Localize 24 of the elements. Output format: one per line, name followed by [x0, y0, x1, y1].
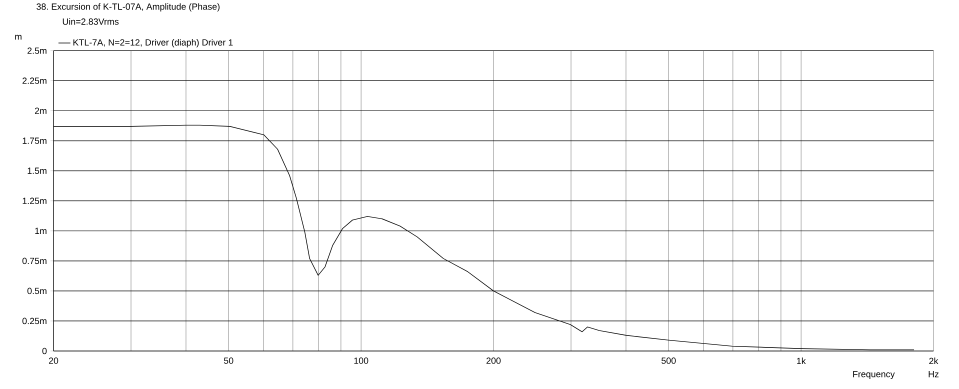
y-tick-label: 0.75m	[22, 258, 46, 264]
x-tick-label: 200	[486, 358, 501, 364]
text: Hz	[928, 371, 939, 378]
y-tick-label: 0	[42, 348, 47, 354]
x-axis-title: Frequency	[853, 371, 895, 380]
chart-title: 38. Excursion of K-TL-07A, Amplitude (Phase)	[36, 3, 220, 12]
x-tick-label: 500	[662, 358, 676, 364]
y-tick-label: 1m	[35, 228, 46, 234]
y-tick-label: 2.25m	[22, 78, 46, 84]
y-tick-label: 1.25m	[22, 198, 46, 204]
y-tick-label: 0.5m	[27, 288, 46, 294]
y-tick-label: 2m	[35, 108, 46, 114]
y-tick-label: 0.25m	[22, 318, 46, 324]
x-tick-label: 20	[48, 358, 58, 364]
chart-subtitle: Uin=2.83Vrms	[62, 18, 119, 25]
y-tick-label: 1.75m	[22, 138, 46, 144]
x-tick-label: 1k	[797, 358, 806, 364]
x-tick-label: 50	[224, 358, 234, 364]
y-tick-label: 2.5m	[28, 48, 46, 54]
legend-label: KTL-7A, N=2=12, Driver (diaph) Driver 1	[73, 39, 233, 48]
x-tick-label: 2k	[929, 358, 938, 364]
x-tick-label: 100	[354, 358, 368, 364]
y-tick-label: 1.5m	[28, 168, 46, 174]
y-axis-title: m	[15, 34, 22, 40]
